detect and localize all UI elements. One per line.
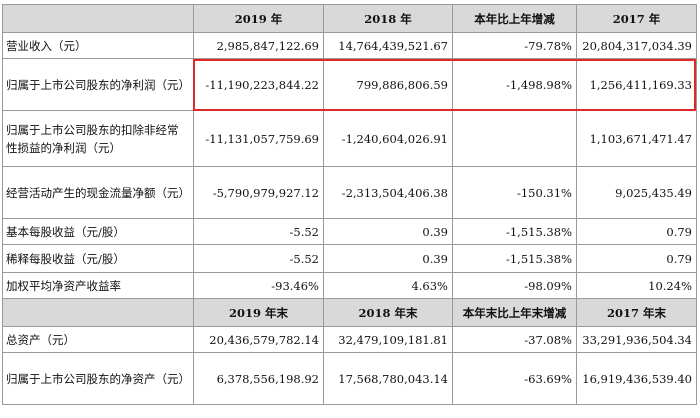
- value-2017: 0.79: [576, 218, 697, 245]
- value-change: -63.69%: [452, 352, 577, 405]
- header-cell-2017-end: 2017 年末: [576, 298, 697, 327]
- row-label: 归属于上市公司股东的净资产（元）: [2, 352, 194, 405]
- value-2019: -5,790,979,927.12: [193, 166, 324, 219]
- header-cell-blank: [2, 298, 194, 327]
- value-2018: 17,568,780,043.14: [323, 352, 453, 405]
- row-label: 经营活动产生的现金流量净额（元）: [2, 166, 194, 219]
- value-2019: 20,436,579,782.14: [193, 326, 324, 353]
- header-cell-blank: [2, 4, 194, 33]
- row-label: 归属于上市公司股东的净利润（元）: [2, 58, 194, 111]
- value-2019: -11,131,057,759.69: [193, 110, 324, 167]
- header-cell-2019-end: 2019 年末: [193, 298, 324, 327]
- row-label: 总资产（元）: [2, 326, 194, 353]
- value-2019: -5.52: [193, 244, 324, 273]
- value-change: -37.08%: [452, 326, 577, 353]
- value-2019: -5.52: [193, 218, 324, 245]
- table-row: 基本每股收益（元/股） -5.52 0.39 -1,515.38% 0.79: [2, 218, 697, 245]
- row-label: 营业收入（元）: [2, 32, 194, 59]
- value-2018: -2,313,504,406.38: [323, 166, 453, 219]
- row-label: 基本每股收益（元/股）: [2, 218, 194, 245]
- table-row: 总资产（元） 20,436,579,782.14 32,479,109,181.…: [2, 326, 697, 353]
- value-change: -1,515.38%: [452, 218, 577, 245]
- value-2018: -1,240,604,026.91: [323, 110, 453, 167]
- value-change: [452, 110, 577, 167]
- value-2017: 33,291,936,504.34: [576, 326, 697, 353]
- value-2018: 0.39: [323, 244, 453, 273]
- table-row: 加权平均净资产收益率 -93.46% 4.63% -98.09% 10.24%: [2, 272, 697, 299]
- value-change: -98.09%: [452, 272, 577, 299]
- value-change: -79.78%: [452, 32, 577, 59]
- table-row-highlighted: 归属于上市公司股东的净利润（元） -11,190,223,844.22 799,…: [2, 58, 697, 111]
- row-label: 稀释每股收益（元/股）: [2, 244, 194, 273]
- value-2017: 1,256,411,169.33: [576, 58, 697, 111]
- value-change: -1,498.98%: [452, 58, 577, 111]
- row-label: 加权平均净资产收益率: [2, 272, 194, 299]
- header-cell-2018: 2018 年: [323, 4, 453, 33]
- value-2018: 799,886,806.59: [323, 58, 453, 111]
- table-row: 归属于上市公司股东的扣除非经常性损益的净利润（元） -11,131,057,75…: [2, 110, 697, 167]
- value-2017: 1,103,671,471.47: [576, 110, 697, 167]
- financial-summary-table: 2019 年 2018 年 本年比上年增减 2017 年 营业收入（元） 2,9…: [2, 4, 697, 405]
- header-cell-change: 本年比上年增减: [452, 4, 577, 33]
- value-2017: 9,025,435.49: [576, 166, 697, 219]
- value-2019: -93.46%: [193, 272, 324, 299]
- value-2017: 20,804,317,034.39: [576, 32, 697, 59]
- header-row-yearend: 2019 年末 2018 年末 本年末比上年末增减 2017 年末: [2, 298, 697, 327]
- table-row: 营业收入（元） 2,985,847,122.69 14,764,439,521.…: [2, 32, 697, 59]
- header-cell-change-end: 本年末比上年末增减: [452, 298, 577, 327]
- value-change: -1,515.38%: [452, 244, 577, 273]
- value-change: -150.31%: [452, 166, 577, 219]
- header-row-annual: 2019 年 2018 年 本年比上年增减 2017 年: [2, 4, 697, 33]
- header-cell-2017: 2017 年: [576, 4, 697, 33]
- table-row: 归属于上市公司股东的净资产（元） 6,378,556,198.92 17,568…: [2, 352, 697, 405]
- table-row: 稀释每股收益（元/股） -5.52 0.39 -1,515.38% 0.79: [2, 244, 697, 273]
- header-cell-2018-end: 2018 年末: [323, 298, 453, 327]
- table-row: 经营活动产生的现金流量净额（元） -5,790,979,927.12 -2,31…: [2, 166, 697, 219]
- value-2019: 6,378,556,198.92: [193, 352, 324, 405]
- header-cell-2019: 2019 年: [193, 4, 324, 33]
- value-2017: 10.24%: [576, 272, 697, 299]
- value-2017: 16,919,436,539.40: [576, 352, 697, 405]
- value-2019: -11,190,223,844.22: [193, 58, 324, 111]
- value-2018: 14,764,439,521.67: [323, 32, 453, 59]
- value-2019: 2,985,847,122.69: [193, 32, 324, 59]
- value-2017: 0.79: [576, 244, 697, 273]
- row-label: 归属于上市公司股东的扣除非经常性损益的净利润（元）: [2, 110, 194, 167]
- value-2018: 32,479,109,181.81: [323, 326, 453, 353]
- value-2018: 4.63%: [323, 272, 453, 299]
- value-2018: 0.39: [323, 218, 453, 245]
